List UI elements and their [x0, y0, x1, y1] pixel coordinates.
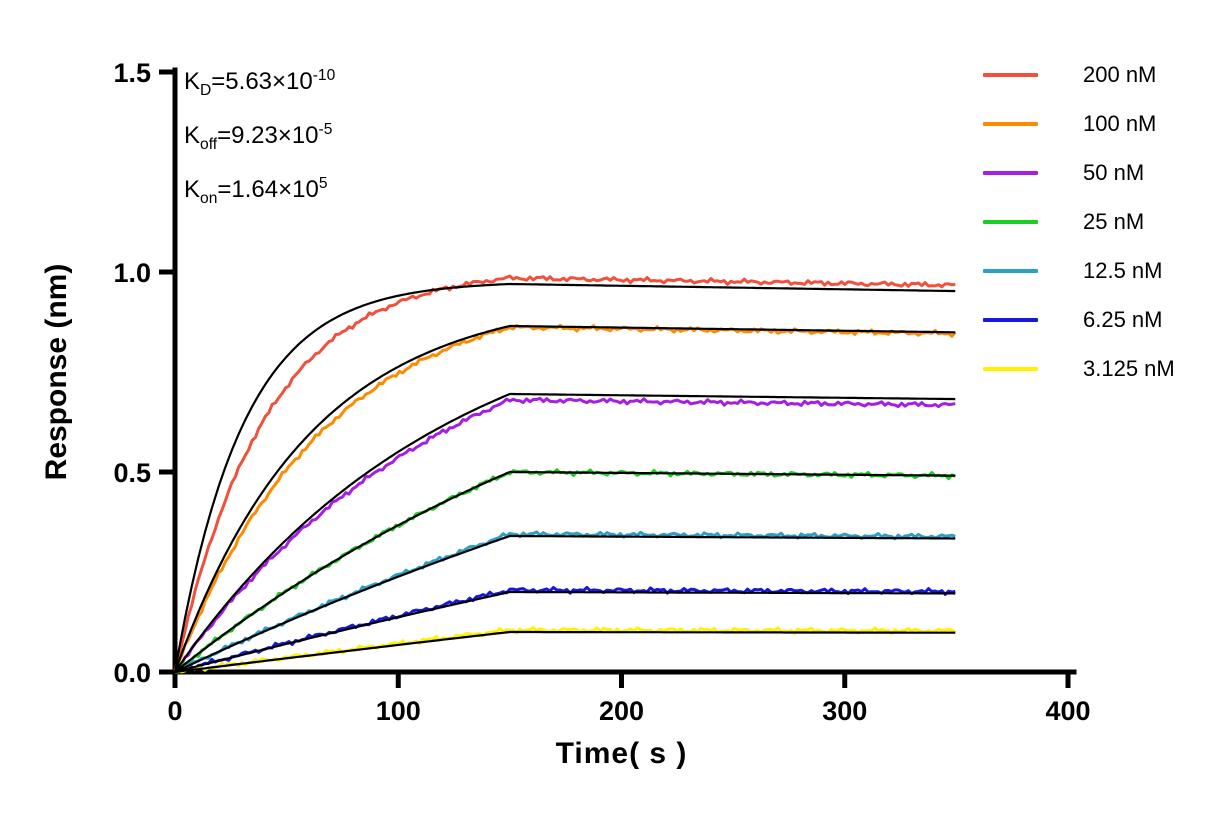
legend-label: 100 nM	[1083, 110, 1157, 136]
y-tick-label: 1.0	[113, 258, 151, 288]
y-axis-label: Response (nm)	[40, 263, 73, 481]
y-tick-label: 0.5	[113, 458, 151, 488]
x-axis-label: Time( s )	[555, 737, 688, 770]
legend-label: 3.125 nM	[1083, 355, 1175, 381]
fit-line-6.25-nM	[174, 590, 956, 674]
legend-label: 6.25 nM	[1083, 306, 1163, 332]
data-trace-12.5-nM	[175, 530, 956, 674]
x-tick-label: 200	[599, 696, 644, 726]
legend-item: 25 nM	[983, 197, 1175, 246]
legend-item: 50 nM	[983, 148, 1175, 197]
legend-label: 200 nM	[1083, 61, 1157, 87]
data-trace-3.125-nM	[174, 626, 957, 674]
legend-item: 6.25 nM	[983, 295, 1175, 344]
legend-item: 200 nM	[983, 50, 1175, 99]
legend-item: 3.125 nM	[983, 344, 1175, 393]
legend-label: 12.5 nM	[1083, 257, 1163, 283]
y-tick-label: 1.5	[113, 58, 151, 88]
legend-item: 100 nM	[983, 99, 1175, 148]
fit-line-50-nM	[174, 392, 956, 673]
legend-line-swatch	[983, 366, 1038, 371]
fit-line-12.5-nM	[174, 534, 956, 673]
kon-annotation: Kon=1.64×105	[184, 174, 328, 207]
legend-label: 50 nM	[1083, 159, 1145, 185]
legend-line-swatch	[983, 121, 1038, 126]
legend-line-swatch	[983, 219, 1038, 224]
data-trace-50-nM	[173, 396, 956, 674]
fit-line-200-nM	[173, 282, 956, 673]
fit-line-3.125-nM	[174, 630, 956, 674]
legend-line-swatch	[983, 317, 1038, 322]
legend-label: 25 nM	[1083, 208, 1145, 234]
fit-line-25-nM	[174, 470, 956, 673]
data-trace-200-nM	[173, 274, 956, 671]
koff-annotation: Koff=9.23×10-5	[184, 120, 333, 153]
data-trace-25-nM	[174, 468, 956, 673]
legend: 200 nM 100 nM 50 nM 25 nM 12.5 nM 6.25 nM 3.12…	[983, 50, 1175, 393]
legend-line-swatch	[983, 268, 1038, 273]
legend-item: 12.5 nM	[983, 246, 1175, 295]
x-tick-label: 0	[167, 696, 182, 726]
x-tick-label: 100	[376, 696, 421, 726]
fit-line-100-nM	[173, 324, 956, 673]
legend-line-swatch	[983, 72, 1038, 77]
kd-annotation: KD=5.63×10-10	[184, 67, 336, 99]
kinetics-annotations: KD=5.63×10-10 Koff=9.23×10-5 Kon=1.64×10…	[184, 56, 335, 217]
x-tick-label: 400	[1045, 696, 1090, 726]
legend-line-swatch	[983, 170, 1038, 175]
y-tick-label: 0.0	[113, 658, 151, 688]
x-tick-label: 300	[822, 696, 867, 726]
